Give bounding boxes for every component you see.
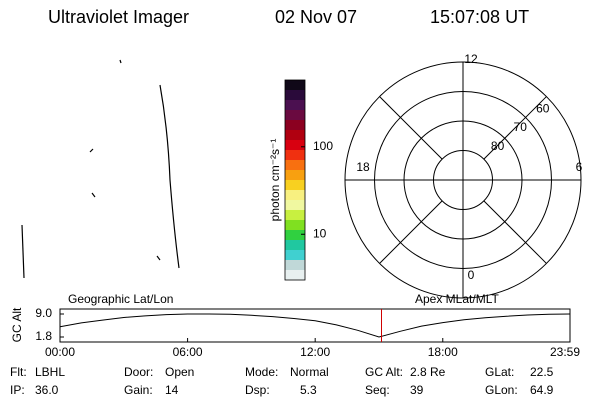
colorbar-segment <box>285 100 305 111</box>
field-label: Mode: <box>245 365 278 379</box>
field-label: Flt: <box>10 365 27 379</box>
field-value: 5.3 <box>300 383 317 397</box>
polar-spoke <box>379 96 443 160</box>
polar-ring-label: 80 <box>491 139 505 153</box>
colorbar-segment <box>285 240 305 251</box>
altitude-line <box>59 313 571 338</box>
colorbar-segment <box>285 110 305 121</box>
x-tick-label: 00:00 <box>45 345 75 359</box>
x-tick-label: 12:00 <box>300 345 330 359</box>
title: Ultraviolet Imager <box>48 7 189 27</box>
x-tick-label: 18:00 <box>428 345 458 359</box>
field-label: Dsp: <box>245 383 270 397</box>
colorbar-segment <box>285 150 305 161</box>
colorbar-segment <box>285 130 305 141</box>
field-label: Gain: <box>124 383 153 397</box>
time: 15:07:08 UT <box>430 7 529 27</box>
colorbar-segment <box>285 270 305 281</box>
polar-spoke <box>483 96 547 160</box>
field-value: 2.8 Re <box>410 365 446 379</box>
field-value: 64.9 <box>530 383 554 397</box>
colorbar-segment <box>285 170 305 181</box>
field-value: 22.5 <box>530 365 554 379</box>
colorbar-segment <box>285 200 305 211</box>
field-label: GLon: <box>485 383 518 397</box>
colorbar-label: photon cm⁻²s⁻¹ <box>268 139 282 222</box>
polar-hour-label: 12 <box>464 52 478 66</box>
colorbar-segment <box>285 90 305 101</box>
polar-ring-label: 60 <box>536 101 550 115</box>
field-label: IP: <box>10 383 25 397</box>
field-value: LBHL <box>35 365 65 379</box>
x-tick-label: 06:00 <box>173 345 203 359</box>
geo-image <box>21 59 180 279</box>
polar-spoke <box>379 200 443 264</box>
y-tick-label: 1.8 <box>35 329 52 343</box>
colorbar-segment <box>285 160 305 171</box>
y-axis-label: GC Alt <box>10 307 24 342</box>
field-value: Normal <box>290 365 329 379</box>
polar-ring-label: 70 <box>514 120 528 134</box>
colorbar-segment <box>285 230 305 241</box>
colorbar-segment <box>285 220 305 231</box>
colorbar-segment <box>285 250 305 261</box>
colorbar-segment <box>285 210 305 221</box>
field-value: 36.0 <box>35 383 59 397</box>
field-value: Open <box>165 365 194 379</box>
colorbar-tick-label: 100 <box>313 139 333 153</box>
colorbar-segment <box>285 260 305 271</box>
field-value: 39 <box>410 383 424 397</box>
x-tick-label: 23:59 <box>550 345 580 359</box>
colorbar-segment <box>285 80 305 91</box>
colorbar-segment <box>285 180 305 191</box>
field-label: Door: <box>124 365 153 379</box>
polar-spoke <box>483 200 547 264</box>
colorbar-tick-label: 10 <box>313 226 327 240</box>
colorbar-segment <box>285 190 305 201</box>
y-tick-label: 9.0 <box>35 306 52 320</box>
polar-hour-label: 0 <box>468 268 475 282</box>
field-label: GC Alt: <box>365 365 403 379</box>
field-value: 14 <box>165 383 179 397</box>
colorbar-segment <box>285 120 305 131</box>
date: 02 Nov 07 <box>275 7 357 27</box>
field-label: GLat: <box>485 365 514 379</box>
annotation: Apex MLat/MLT <box>415 292 499 306</box>
polar-hour-label: 18 <box>356 160 370 174</box>
colorbar-segment <box>285 140 305 151</box>
polar-hour-label: 6 <box>576 160 583 174</box>
annotation: Geographic Lat/Lon <box>68 292 173 306</box>
field-label: Seq: <box>365 383 390 397</box>
colorbar-frame <box>284 79 306 281</box>
